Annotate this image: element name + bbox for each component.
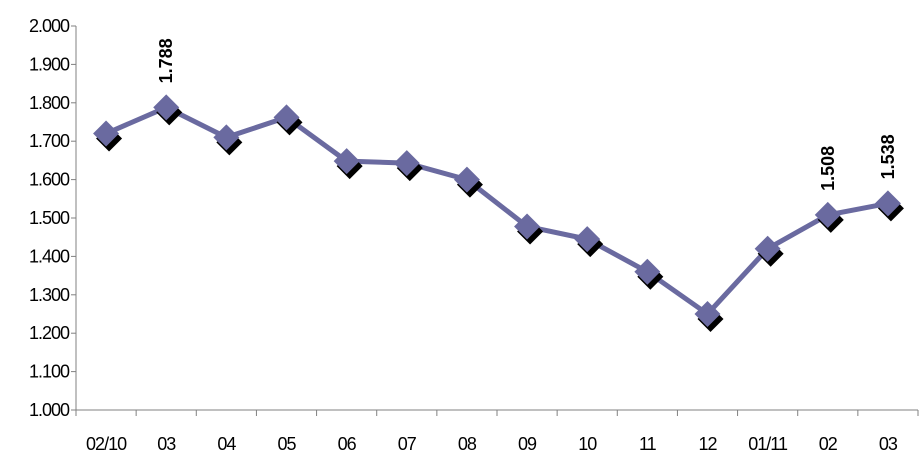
x-tick-label: 04 xyxy=(217,434,236,454)
marker-diamond xyxy=(93,120,120,147)
y-tick-label: 1.900 xyxy=(29,54,70,74)
y-axis: 1.000 1.100 1.200 1.300 1.400 1.500 1.600 1.700… xyxy=(29,16,77,420)
x-tick-label: 02/10 xyxy=(86,434,127,454)
marker-diamond xyxy=(874,190,901,217)
marker-diamond xyxy=(153,94,180,121)
data-point-marker xyxy=(93,120,123,152)
x-tick-label: 09 xyxy=(518,434,537,454)
x-tick-label: 10 xyxy=(578,434,597,454)
marker-diamond xyxy=(694,301,721,327)
markers-group xyxy=(93,94,904,332)
marker-diamond xyxy=(574,226,601,253)
x-tick-label: 08 xyxy=(458,434,477,454)
data-point-marker xyxy=(694,301,724,332)
marker-diamond xyxy=(814,201,841,228)
x-tick-label: 06 xyxy=(338,434,357,454)
data-point-marker xyxy=(754,235,784,267)
data-point-marker xyxy=(273,104,303,136)
y-tick-label: 1.700 xyxy=(29,131,70,151)
data-point-marker xyxy=(153,94,183,126)
marker-diamond xyxy=(453,166,480,193)
marker-diamond xyxy=(213,124,240,151)
x-tick-label: 02 xyxy=(819,434,838,454)
y-tick-label: 1.600 xyxy=(29,170,70,190)
x-tick-label: 03 xyxy=(879,434,898,454)
data-point-marker xyxy=(574,226,604,258)
marker-diamond xyxy=(754,235,781,262)
y-tick-label: 1.400 xyxy=(29,246,70,266)
data-point-marker xyxy=(634,258,664,290)
x-tick-label: 07 xyxy=(398,434,417,454)
y-tick-label: 1.200 xyxy=(29,323,70,343)
x-tick-label: 01/11 xyxy=(748,434,788,454)
marker-diamond xyxy=(393,150,420,177)
marker-diamond xyxy=(514,213,541,240)
data-label: 1.538 xyxy=(878,134,898,179)
marker-diamond xyxy=(273,104,300,131)
data-label: 1.508 xyxy=(818,146,838,191)
data-point-marker xyxy=(453,166,483,198)
data-label: 1.788 xyxy=(156,38,176,83)
marker-diamond xyxy=(333,148,360,175)
data-point-marker xyxy=(514,213,544,245)
data-point-marker xyxy=(213,124,243,156)
data-labels-group: 1.788 1.508 1.538 xyxy=(156,38,898,191)
data-point-marker xyxy=(874,190,904,222)
x-tick-label: 12 xyxy=(698,434,717,454)
marker-diamond xyxy=(634,258,661,285)
y-tick-label: 1.500 xyxy=(29,208,70,228)
x-axis: 02/10 03 04 05 06 07 08 09 10 11 12 01/11 02 03 xyxy=(75,409,919,454)
y-tick-label: 1.100 xyxy=(29,362,70,382)
y-tick-label: 1.000 xyxy=(29,400,70,420)
data-point-marker xyxy=(814,201,844,233)
y-tick-label: 2.000 xyxy=(29,16,70,36)
x-tick-label: 11 xyxy=(639,434,657,454)
data-point-marker xyxy=(393,150,423,182)
y-tick-label: 1.800 xyxy=(29,93,70,113)
data-point-marker xyxy=(333,148,363,180)
x-tick-label: 05 xyxy=(277,434,296,454)
y-tick-label: 1.300 xyxy=(29,285,70,305)
series-line-group xyxy=(105,104,889,317)
series-line xyxy=(105,104,889,317)
x-tick-label: 03 xyxy=(157,434,176,454)
